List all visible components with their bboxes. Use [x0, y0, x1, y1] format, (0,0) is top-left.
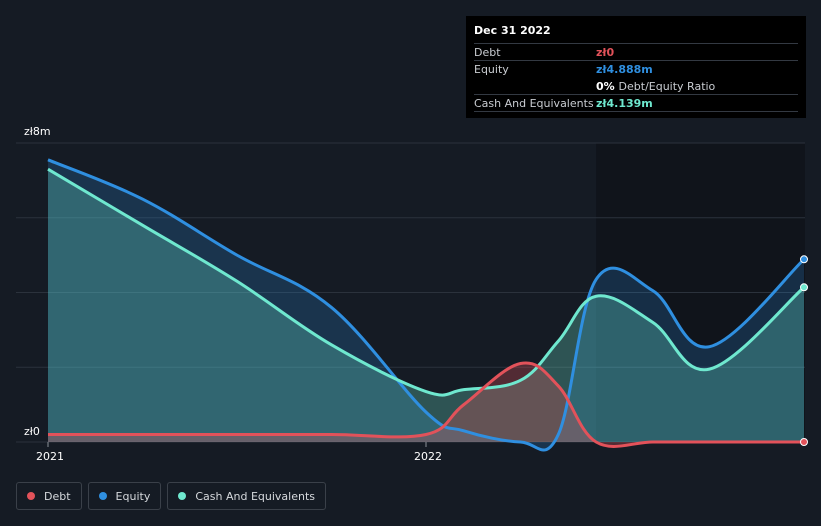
legend-item-cash[interactable]: Cash And Equivalents [167, 482, 326, 510]
cash-end-marker [800, 283, 808, 292]
equity-line [47, 158, 806, 452]
tooltip-row-ratio: 0% Debt/Equity Ratio [474, 78, 798, 95]
tooltip-date: Dec 31 2022 [474, 22, 798, 44]
legend-item-debt[interactable]: Debt [16, 482, 82, 510]
tooltip-row-cash: Cash And Equivalents zł4.139m [474, 95, 798, 112]
data-tooltip: Dec 31 2022 Debt zł0 Equity zł4.888m 0% … [466, 16, 806, 118]
y-axis-max-label: zł8m [24, 125, 51, 138]
tooltip-row-equity: Equity zł4.888m [474, 61, 798, 78]
legend-item-equity[interactable]: Equity [87, 482, 162, 510]
series-lines [47, 158, 806, 452]
series-areas [48, 159, 804, 450]
tooltip-ratio-label: Debt/Equity Ratio [618, 80, 716, 93]
equity-dot-icon [98, 492, 107, 500]
legend: Debt Equity Cash And Equivalents [16, 482, 326, 510]
tooltip-ratio: 0% Debt/Equity Ratio [596, 78, 715, 95]
legend-cash-label: Cash And Equivalents [195, 489, 315, 503]
cash-area [48, 169, 804, 442]
debt-line [47, 361, 804, 448]
tooltip-debt-label: Debt [474, 46, 501, 59]
tooltip-row-debt: Debt zł0 [474, 44, 798, 61]
tooltip-equity-label: Equity [474, 63, 509, 76]
debt-area [48, 362, 804, 447]
legend-debt-label: Debt [44, 489, 71, 503]
cash-dot-icon [178, 492, 187, 500]
end-markers [800, 255, 808, 446]
equity-area [48, 159, 804, 450]
tooltip-debt-value: zł0 [596, 46, 615, 59]
tooltip-equity-value: zł4.888m [596, 63, 653, 76]
tooltip-ratio-value: 0% [596, 80, 615, 93]
debt-end-marker [800, 438, 808, 446]
x-tick-label-2022: 2022 [414, 450, 442, 463]
legend-equity-label: Equity [115, 489, 151, 503]
equity-end-marker [800, 255, 808, 264]
tooltip-cash-value: zł4.139m [596, 97, 653, 110]
x-axis: 2021 2022 [36, 442, 442, 463]
debt-dot-icon [27, 492, 35, 500]
tooltip-cash-label: Cash And Equivalents [474, 97, 594, 110]
grid [16, 142, 805, 443]
x-tick-label-2021: 2021 [36, 450, 64, 463]
y-axis-min-label: zł0 [24, 425, 40, 438]
cash-line [47, 167, 805, 397]
